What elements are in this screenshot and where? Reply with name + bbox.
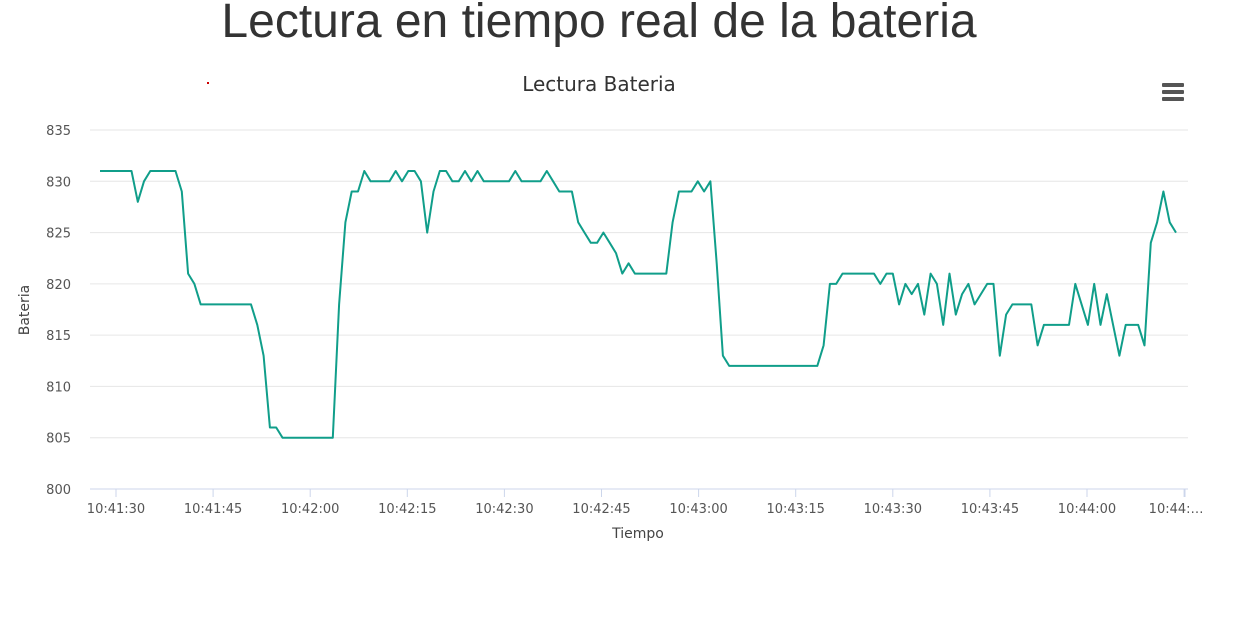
x-tick-label: 10:44:… [1149, 502, 1204, 517]
x-tick-label: 10:43:30 [864, 502, 922, 517]
x-tick-label: 10:41:45 [184, 502, 242, 517]
x-tick-label: 10:43:45 [961, 502, 1019, 517]
y-tick-label: 810 [46, 380, 71, 395]
y-tick-label: 835 [46, 124, 71, 139]
x-tick-label: 10:42:00 [281, 502, 339, 517]
y-tick-label: 805 [46, 432, 71, 447]
y-tick-label: 825 [46, 227, 71, 242]
chart-title: Lectura Bateria [522, 72, 676, 96]
y-axis-title: Bateria [17, 285, 33, 336]
x-tick-label: 10:43:15 [767, 502, 825, 517]
x-tick-label: 10:44:00 [1058, 502, 1116, 517]
series-layer [100, 170, 1177, 439]
stray-dot [207, 82, 209, 84]
x-axis-title: Tiempo [611, 526, 664, 542]
x-tick-label: 10:41:30 [87, 502, 145, 517]
page-title: Lectura en tiempo real de la bateria [221, 0, 977, 48]
y-tick-label: 820 [46, 278, 71, 293]
x-tick-label: 10:43:00 [669, 502, 727, 517]
chart-container: Lectura Bateria [0, 60, 1243, 560]
y-tick-label: 800 [46, 483, 71, 498]
x-tick-label: 10:42:30 [475, 502, 533, 517]
x-tick-label: 10:42:45 [572, 502, 630, 517]
series-line [100, 170, 1177, 439]
hamburger-menu-icon[interactable] [1160, 80, 1186, 102]
x-axis: 10:41:30 10:41:45 10:42:00 10:42:15 10:42:30… [87, 489, 1204, 517]
x-tick-label: 10:42:15 [378, 502, 436, 517]
y-tick-label: 830 [46, 175, 71, 190]
grid-lines [90, 129, 1188, 490]
y-axis-ticks: 800 805 810 815 820 825 830 835 [46, 124, 71, 498]
y-tick-label: 815 [46, 329, 71, 344]
